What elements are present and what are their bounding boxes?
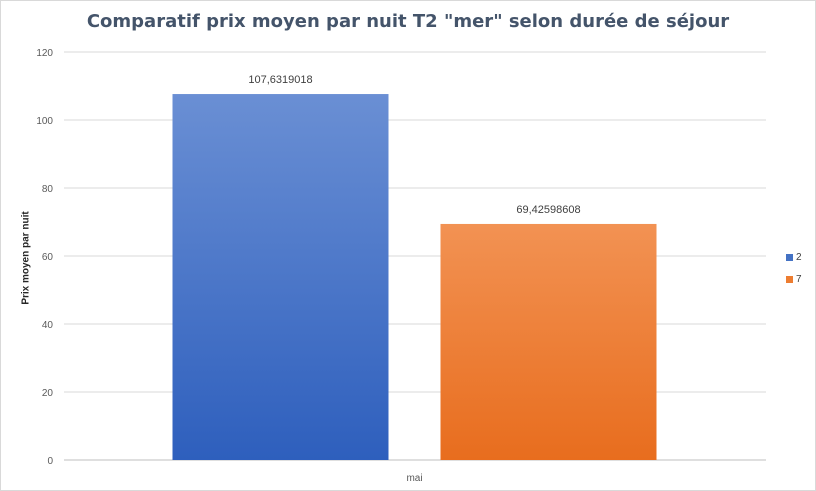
y-tick-label-100: 100 (36, 116, 53, 127)
legend: 2 7 (786, 246, 802, 290)
legend-label-series-1: 2 (796, 251, 802, 263)
bar-series-2 (172, 94, 389, 460)
legend-swatch-series-1 (786, 253, 793, 261)
data-label-series-2: 107,6319018 (248, 74, 312, 86)
legend-item-series-1: 2 (786, 246, 802, 268)
x-tick-label-mai: mai (406, 473, 422, 484)
data-label-series-7: 69,42598608 (516, 204, 580, 216)
y-tick-label-120: 120 (36, 48, 53, 59)
y-tick-label-80: 80 (42, 184, 54, 195)
bar-series-7 (440, 223, 657, 460)
y-tick-label-60: 60 (42, 252, 54, 263)
legend-item-series-2: 7 (786, 268, 802, 290)
y-tick-label-0: 0 (47, 456, 53, 467)
y-tick-label-40: 40 (42, 320, 54, 331)
chart-title: Comparatif prix moyen par nuit T2 "mer" … (86, 11, 730, 32)
y-tick-label-20: 20 (42, 388, 54, 399)
legend-label-series-2: 7 (796, 273, 802, 285)
legend-swatch-series-2 (786, 275, 793, 283)
